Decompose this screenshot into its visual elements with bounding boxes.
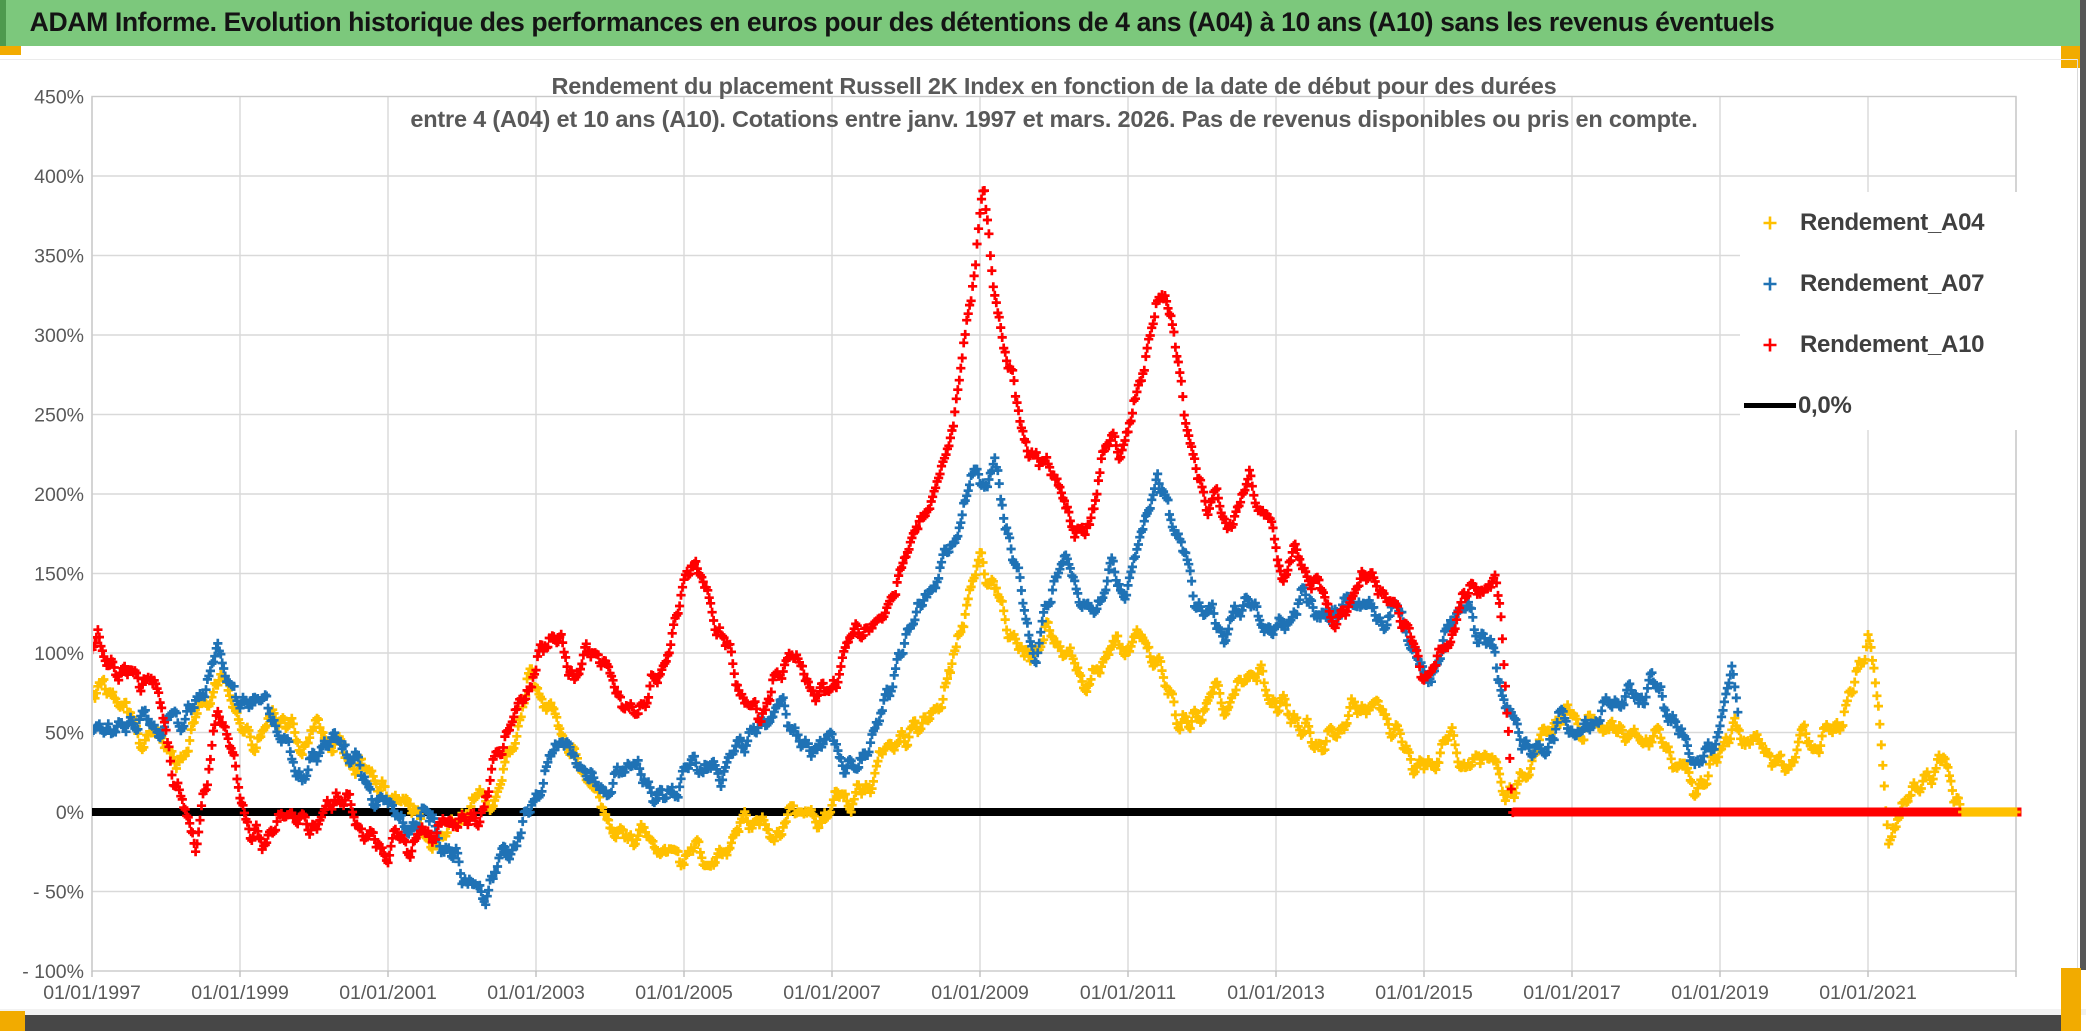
svg-text:01/01/2009: 01/01/2009: [931, 982, 1029, 1004]
legend-item-label: Rendement_A07: [1800, 269, 1985, 297]
svg-text:150%: 150%: [34, 564, 84, 586]
svg-text:0%: 0%: [56, 802, 84, 824]
x-axis-labels: 01/01/1997 01/01/1999 01/01/2001 01/01/2003…: [43, 982, 1917, 1004]
svg-text:01/01/2001: 01/01/2001: [339, 982, 437, 1004]
footer-light-strip: [0, 1009, 2086, 1015]
legend[interactable]: Rendement_A04 Rendement_A07 Rendement_A10 0…: [1740, 192, 2076, 430]
series-Rendement_A10: [93, 186, 1518, 868]
gold-accent-bottom-right: [2061, 968, 2081, 1031]
svg-text:50%: 50%: [45, 723, 84, 745]
svg-text:01/01/2003: 01/01/2003: [487, 982, 585, 1004]
gold-accent-top-right: [2061, 46, 2086, 68]
gridlines: [91, 96, 2017, 971]
svg-text:450%: 450%: [34, 87, 84, 109]
svg-text:250%: 250%: [34, 405, 84, 427]
svg-text:300%: 300%: [34, 325, 84, 347]
series-clouds: [93, 186, 1965, 910]
legend-item-label: Rendement_A04: [1800, 208, 1985, 236]
svg-text:01/01/1999: 01/01/1999: [191, 982, 289, 1004]
svg-text:- 50%: - 50%: [33, 882, 84, 904]
title-bar: ADAM Informe. Evolution historique des p…: [0, 0, 2086, 46]
chart-title-line2: entre 4 (A04) et 10 ans (A10). Cotations…: [410, 106, 1698, 132]
gold-accent-bottom-left: [0, 1011, 25, 1031]
legend-item-rendement-a10[interactable]: Rendement_A10: [1740, 314, 2076, 375]
svg-text:01/01/1997: 01/01/1997: [43, 982, 141, 1004]
svg-text:100%: 100%: [34, 643, 84, 665]
plus-marker-icon: [1740, 336, 1800, 354]
series-Rendement_A04: [93, 548, 1965, 871]
svg-text:01/01/2013: 01/01/2013: [1227, 982, 1325, 1004]
svg-text:- 100%: - 100%: [22, 961, 84, 983]
y-axis-labels: 450% 400% 350% 300% 250% 200% 150% 100% 50% 0% - 5…: [22, 87, 84, 984]
svg-text:01/01/2005: 01/01/2005: [635, 982, 733, 1004]
page-title: ADAM Informe. Evolution historique des p…: [29, 7, 1775, 37]
legend-item-rendement-a04[interactable]: Rendement_A04: [1740, 192, 2076, 253]
svg-text:01/01/2017: 01/01/2017: [1523, 982, 1621, 1004]
footer-bar: [25, 1015, 2061, 1031]
gold-accent-top-left: [0, 46, 21, 55]
svg-text:01/01/2015: 01/01/2015: [1375, 982, 1473, 1004]
chart-title: Rendement du placement Russell 2K Index …: [92, 70, 2016, 136]
svg-text:01/01/2021: 01/01/2021: [1819, 982, 1917, 1004]
legend-item-label: 0,0%: [1798, 391, 1852, 419]
right-edge-strip: [2080, 0, 2086, 970]
svg-text:01/01/2019: 01/01/2019: [1671, 982, 1769, 1004]
plus-marker-icon: [1740, 214, 1800, 232]
plot-border: [91, 95, 2017, 972]
chart-frame-right: [2077, 59, 2078, 1009]
legend-item-0-0-[interactable]: 0,0%: [1740, 375, 2076, 436]
chart-title-line1: Rendement du placement Russell 2K Index …: [551, 73, 1557, 99]
svg-text:01/01/2011: 01/01/2011: [1080, 982, 1176, 1004]
series-Rendement_A07: [93, 453, 1743, 910]
legend-item-label: Rendement_A10: [1800, 330, 1985, 358]
legend-item-rendement-a07[interactable]: Rendement_A07: [1740, 253, 2076, 314]
line-swatch-icon: [1744, 403, 1796, 408]
svg-text:200%: 200%: [34, 484, 84, 506]
chart-frame-top: [0, 59, 2078, 60]
plus-marker-icon: [1740, 275, 1800, 293]
svg-text:400%: 400%: [34, 166, 84, 188]
svg-text:350%: 350%: [34, 246, 84, 268]
zero-tail-a04: [1958, 807, 2021, 817]
svg-text:01/01/2007: 01/01/2007: [783, 982, 881, 1004]
